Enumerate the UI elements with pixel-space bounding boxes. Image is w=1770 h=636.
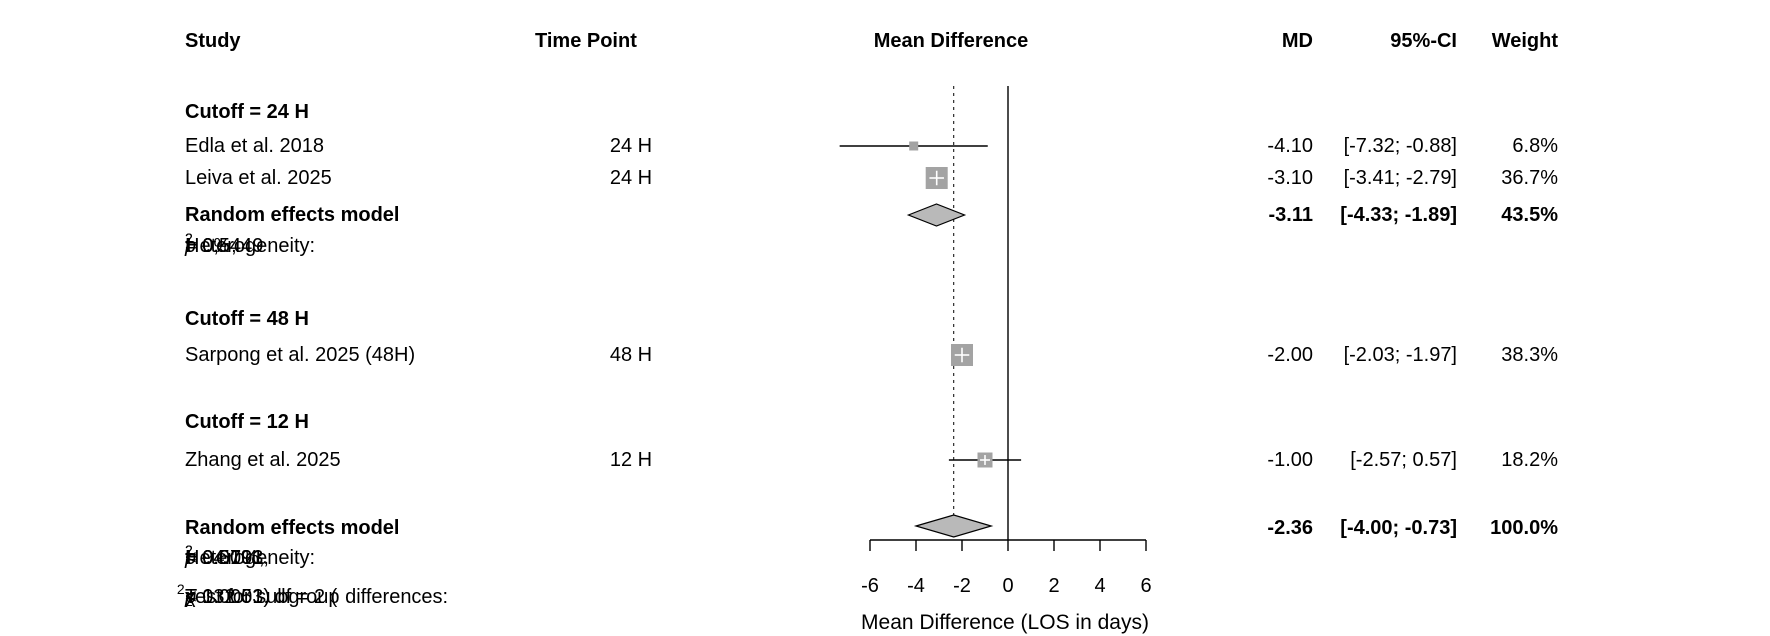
pooled-label: Random effects model (185, 517, 400, 539)
x-axis-tick-label: 2 (1048, 575, 1059, 597)
study-row-leiva: Leiva et al. 2025 24 H -3.10 [-3.41; -2.… (0, 164, 1770, 192)
study-name: Zhang et al. 2025 (185, 449, 341, 471)
pooled-weight: 43.5% (1501, 204, 1558, 226)
study-md: -2.00 (1267, 344, 1313, 366)
study-row-edla: Edla et al. 2018 24 H -4.10 [-7.32; -0.8… (0, 132, 1770, 160)
study-ci: [-3.41; -2.79] (1343, 167, 1457, 189)
study-row-sarpong: Sarpong et al. 2025 (48H) 48 H -2.00 [-2… (0, 341, 1770, 369)
study-name: Sarpong et al. 2025 (48H) (185, 344, 416, 366)
x-axis-tick-label: -4 (907, 575, 925, 597)
col-header-md: MD (1281, 30, 1313, 52)
pooled-row-24h: Random effects model -3.11 [-4.33; -1.89… (0, 201, 1770, 229)
pooled-diamond (906, 203, 967, 227)
pooled-label: Random effects model (185, 204, 400, 226)
study-ci: [-7.32; -0.88] (1343, 135, 1457, 157)
study-md: -1.00 (1267, 449, 1313, 471)
col-header-weight: Weight (1491, 30, 1558, 52)
x-axis-tick-label: -2 (953, 575, 971, 597)
study-time: 48 H (609, 344, 653, 366)
col-header-time-point: Time Point (535, 30, 637, 52)
col-header-ci: 95%-CI (1390, 30, 1457, 52)
study-weight: 18.2% (1501, 449, 1558, 471)
study-ci: [-2.03; -1.97] (1343, 344, 1457, 366)
group-label: Cutoff = 24 H (185, 101, 309, 123)
study-row-zhang: Zhang et al. 2025 12 H -1.00 [-2.57; 0.5… (0, 446, 1770, 474)
effect-square (909, 141, 919, 151)
col-header-mean-difference: Mean Difference (873, 30, 1029, 52)
x-axis-tick-label: 4 (1094, 575, 1105, 597)
column-headers: Study Time Point Mean Difference MD 95%-… (0, 27, 1770, 55)
x-axis-tick-label: 0 (1002, 575, 1013, 597)
study-weight: 6.8% (1512, 135, 1558, 157)
col-header-study: Study (185, 30, 241, 52)
study-time: 24 H (609, 135, 653, 157)
group-label: Cutoff = 12 H (185, 411, 309, 433)
pooled-ci: [-4.00; -0.73] (1340, 517, 1457, 539)
group-label: Cutoff = 48 H (185, 308, 309, 330)
x-axis-tick-label: 6 (1140, 575, 1151, 597)
pooled-weight: 100.0% (1490, 517, 1558, 539)
study-md: -4.10 (1267, 135, 1313, 157)
study-name: Leiva et al. 2025 (185, 167, 332, 189)
group-label-12h: Cutoff = 12 H (0, 408, 1770, 436)
pooled-row-overall: Random effects model -2.36 [-4.00; -0.73… (0, 514, 1770, 542)
study-md: -3.10 (1267, 167, 1313, 189)
study-time: 12 H (609, 449, 653, 471)
study-name: Edla et al. 2018 (185, 135, 324, 157)
study-weight: 38.3% (1501, 344, 1558, 366)
x-axis-tick-label: -6 (861, 575, 879, 597)
x-axis-title: Mean Difference (LOS in days) (861, 611, 1149, 634)
study-time: 24 H (609, 167, 653, 189)
pooled-md: -2.36 (1267, 517, 1313, 539)
group-label-48h: Cutoff = 48 H (0, 305, 1770, 333)
study-weight: 36.7% (1501, 167, 1558, 189)
pooled-diamond (913, 514, 994, 538)
pooled-ci: [-4.33; -1.89] (1340, 204, 1457, 226)
group-label-24h: Cutoff = 24 H (0, 98, 1770, 126)
pooled-md: -3.11 (1268, 204, 1313, 226)
study-ci: [-2.57; 0.57] (1350, 449, 1457, 471)
